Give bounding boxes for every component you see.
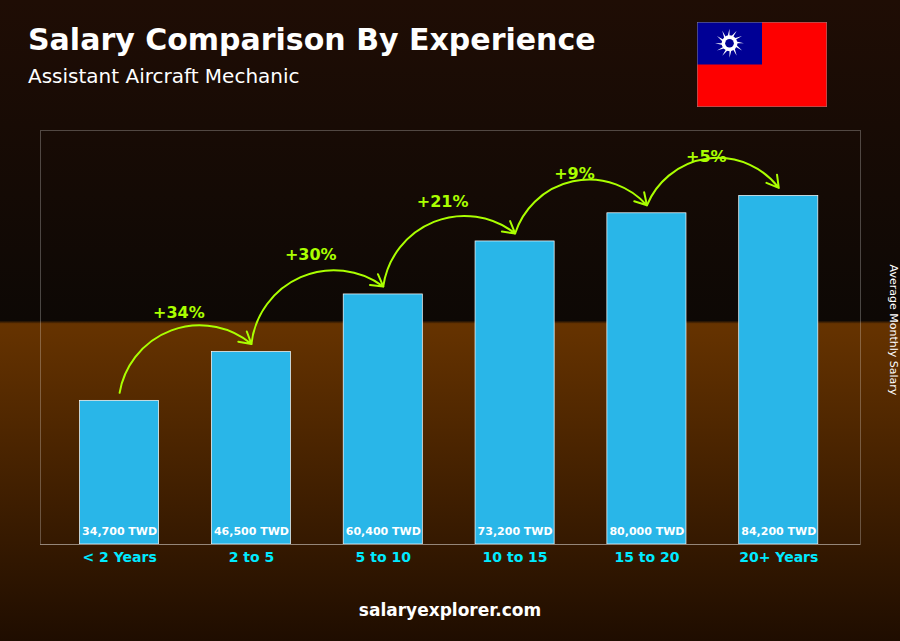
html-text:Assistant Aircraft Mechanic: Assistant Aircraft Mechanic [28,64,300,88]
svg-text:+30%: +30% [285,245,337,264]
svg-text:80,000 TWD: 80,000 TWD [609,525,684,538]
html-text:Average Monthly Salary: Average Monthly Salary [886,264,900,396]
svg-text:+5%: +5% [686,147,727,166]
svg-text:20+ Years: 20+ Years [739,549,818,565]
svg-text:+9%: +9% [554,164,595,183]
svg-text:60,400 TWD: 60,400 TWD [346,525,421,538]
svg-text:46,500 TWD: 46,500 TWD [214,525,289,538]
svg-text:< 2 Years: < 2 Years [82,549,156,565]
svg-text:2 to 5: 2 to 5 [229,549,275,565]
svg-text:+21%: +21% [417,192,469,211]
svg-text:5 to 10: 5 to 10 [356,549,412,565]
svg-text:15 to 20: 15 to 20 [614,549,679,565]
svg-text:10 to 15: 10 to 15 [483,549,548,565]
svg-text:73,200 TWD: 73,200 TWD [478,525,553,538]
html-text:Salary Comparison By Experienc: Salary Comparison By Experience [28,22,596,57]
svg-text:84,200 TWD: 84,200 TWD [741,525,816,538]
html-text:salaryexplorer.com: salaryexplorer.com [358,600,542,620]
svg-text:34,700 TWD: 34,700 TWD [82,525,157,538]
svg-text:+34%: +34% [153,303,205,322]
